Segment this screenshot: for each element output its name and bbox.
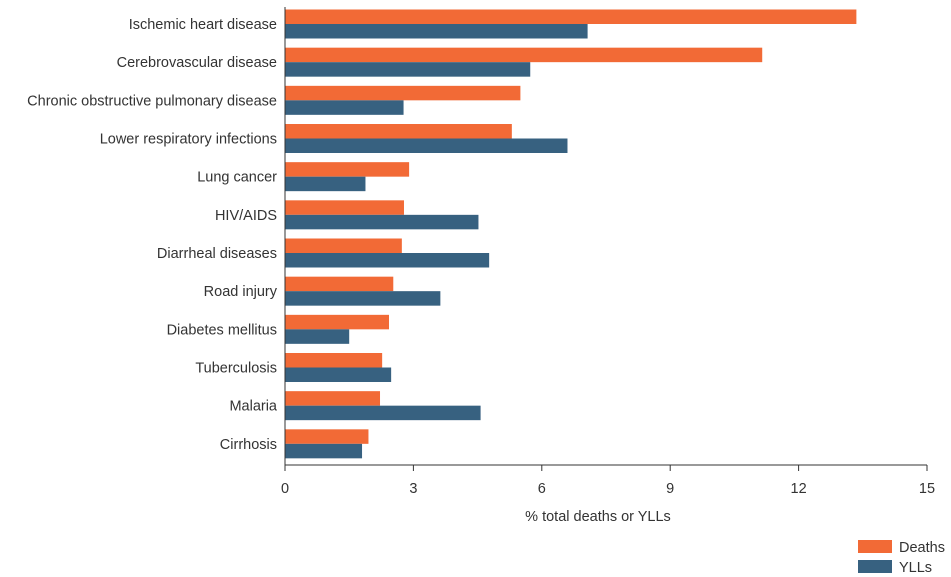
category-label: Road injury xyxy=(204,284,278,300)
legend-swatch-deaths xyxy=(858,540,892,553)
bar-deaths xyxy=(285,391,381,406)
category-label: Chronic obstructive pulmonary disease xyxy=(27,93,277,109)
bar-ylls xyxy=(285,291,441,306)
bar-deaths xyxy=(285,353,383,368)
x-tick-label: 9 xyxy=(666,481,674,497)
bar-deaths xyxy=(285,429,369,444)
bar-ylls xyxy=(285,405,481,421)
legend: Deaths YLLs xyxy=(858,540,945,576)
x-tick-label: 6 xyxy=(538,481,546,497)
x-tick-label: 15 xyxy=(919,481,935,497)
bar-deaths xyxy=(285,9,857,24)
bar-deaths xyxy=(285,162,410,177)
bar-ylls xyxy=(285,253,490,268)
bar-ylls xyxy=(285,214,479,230)
bar-ylls xyxy=(285,176,366,192)
bar-deaths xyxy=(285,85,521,101)
x-axis-title: % total deaths or YLLs xyxy=(525,509,671,525)
x-axis-ticks: 0 3 6 9 12 15 xyxy=(281,465,935,497)
legend-label-ylls: YLLs xyxy=(899,560,932,576)
bar-deaths xyxy=(285,314,390,330)
bar-ylls xyxy=(285,443,363,459)
bar-deaths xyxy=(285,238,402,253)
bar-ylls xyxy=(285,367,392,382)
category-labels: Ischemic heart disease Cerebrovascular di… xyxy=(27,17,278,453)
bars-group xyxy=(285,9,857,459)
bar-deaths xyxy=(285,276,394,292)
x-tick-label: 3 xyxy=(409,481,417,497)
x-tick-label: 12 xyxy=(791,481,807,497)
category-label: Tuberculosis xyxy=(195,361,277,377)
legend-swatch-ylls xyxy=(858,560,892,573)
bar-ylls xyxy=(285,329,350,344)
x-tick-label: 0 xyxy=(281,481,289,497)
bar-ylls xyxy=(285,24,588,39)
category-label: Malaria xyxy=(229,399,277,415)
category-label: Cerebrovascular disease xyxy=(117,55,277,71)
bar-deaths xyxy=(285,200,404,215)
bar-ylls xyxy=(285,100,404,115)
bar-deaths xyxy=(285,47,763,63)
bar-ylls xyxy=(285,62,531,77)
bar-deaths xyxy=(285,124,512,139)
category-label: Diarrheal diseases xyxy=(157,246,277,262)
category-label: Diabetes mellitus xyxy=(167,322,277,338)
category-label: Cirrhosis xyxy=(220,437,277,453)
category-label: Lung cancer xyxy=(197,170,277,186)
category-label: Ischemic heart disease xyxy=(129,17,277,33)
bar-ylls xyxy=(285,138,568,153)
category-label: HIV/AIDS xyxy=(215,208,277,224)
legend-label-deaths: Deaths xyxy=(899,540,945,556)
category-label: Lower respiratory infections xyxy=(100,132,277,148)
